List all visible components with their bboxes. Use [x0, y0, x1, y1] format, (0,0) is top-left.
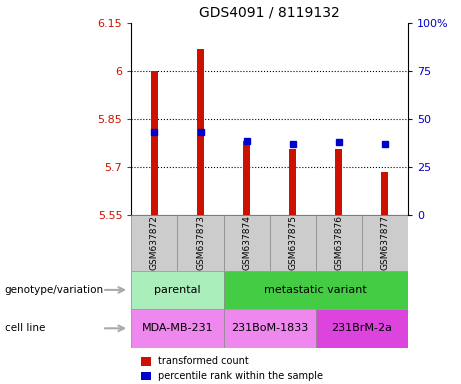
Text: GSM637872: GSM637872 [150, 215, 159, 270]
Text: cell line: cell line [5, 323, 45, 333]
Bar [362, 215, 408, 271]
Bar [243, 141, 250, 215]
Bar [177, 215, 224, 271]
Text: percentile rank within the sample: percentile rank within the sample [158, 371, 323, 381]
Bar [151, 71, 158, 215]
Bar [224, 271, 408, 309]
Text: transformed count: transformed count [158, 356, 248, 366]
Text: metastatic variant: metastatic variant [265, 285, 367, 295]
Text: genotype/variation: genotype/variation [5, 285, 104, 295]
Bar [224, 215, 270, 271]
Text: parental: parental [154, 285, 201, 295]
Text: MDA-MB-231: MDA-MB-231 [142, 323, 213, 333]
Bar [131, 271, 224, 309]
Text: 231BrM-2a: 231BrM-2a [331, 323, 392, 333]
Text: GSM637877: GSM637877 [380, 215, 390, 270]
Bar [131, 215, 177, 271]
Bar [270, 215, 316, 271]
Bar [290, 149, 296, 215]
Text: GSM637873: GSM637873 [196, 215, 205, 270]
Bar [336, 149, 342, 215]
Text: 231BoM-1833: 231BoM-1833 [231, 323, 308, 333]
Bar [131, 309, 224, 348]
Text: GSM637874: GSM637874 [242, 215, 251, 270]
Bar [382, 172, 388, 215]
Title: GDS4091 / 8119132: GDS4091 / 8119132 [199, 5, 340, 19]
Text: GSM637875: GSM637875 [288, 215, 297, 270]
Text: GSM637876: GSM637876 [334, 215, 343, 270]
Bar [224, 309, 316, 348]
Bar [316, 215, 362, 271]
Bar [316, 309, 408, 348]
Bar [197, 49, 204, 215]
